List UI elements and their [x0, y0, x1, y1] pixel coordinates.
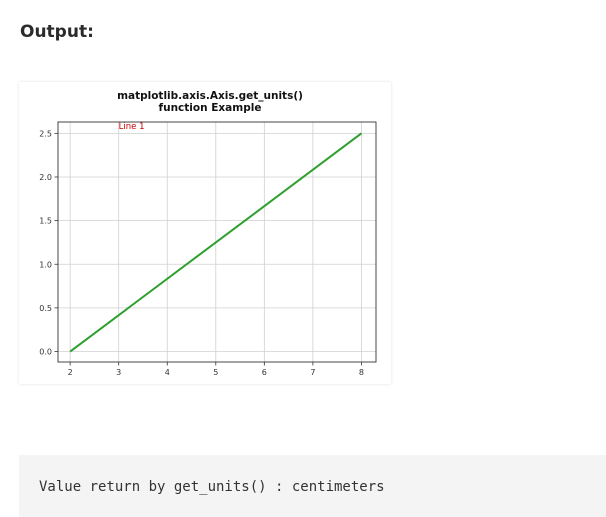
x-tick-label: 2	[68, 368, 73, 377]
plot-area-frame	[57, 121, 377, 363]
console-output-text: Value return by get_units() : centimeter…	[39, 479, 385, 495]
x-tick-label: 3	[116, 368, 121, 377]
x-tick-label: 8	[359, 368, 364, 377]
y-tick-label: 2.0	[39, 173, 52, 182]
chart-title-line-2: function Example	[159, 102, 262, 114]
output-heading: Output:	[20, 22, 94, 42]
y-tick-label: 0.0	[39, 348, 52, 357]
series-layer	[69, 132, 363, 353]
annotation-label: Line 1	[119, 122, 145, 132]
line-chart: matplotlib.axis.Axis.get_units() functio…	[39, 90, 377, 377]
annotation-layer: Line 1	[119, 122, 145, 132]
series-line	[69, 132, 363, 353]
x-tick-label: 7	[310, 368, 315, 377]
figure-card: matplotlib.axis.Axis.get_units() functio…	[19, 82, 391, 384]
x-tick-label: 6	[262, 368, 267, 377]
console-output-block: Value return by get_units() : centimeter…	[19, 455, 606, 517]
tick-layer: 2 3 4 5 6 7 8 0.0 0.5 1.0 1.5 2.0 2.5	[39, 129, 364, 377]
y-tick-label: 2.5	[39, 129, 52, 138]
y-tick-label: 1.0	[39, 260, 52, 269]
chart-title-line-1: matplotlib.axis.Axis.get_units()	[117, 90, 303, 102]
x-tick-label: 5	[213, 368, 218, 377]
y-tick-label: 1.5	[39, 217, 52, 226]
x-tick-label: 4	[165, 368, 170, 377]
grid-layer	[58, 122, 376, 362]
y-tick-label: 0.5	[39, 304, 52, 313]
